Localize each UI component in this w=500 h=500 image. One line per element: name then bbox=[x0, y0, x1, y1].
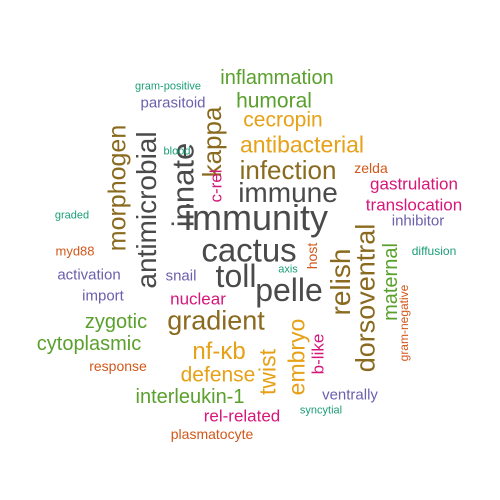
word-rel-related: rel-related bbox=[203, 406, 281, 426]
word-antibacterial: antibacterial bbox=[239, 131, 365, 158]
word-ventrally: ventrally bbox=[322, 386, 378, 404]
word-zygotic: zygotic bbox=[84, 311, 148, 333]
word-pelle: pelle bbox=[255, 272, 323, 308]
word-nuclear: nuclear bbox=[170, 289, 226, 309]
word-blood: blood bbox=[163, 145, 191, 158]
word-plasmatocyte: plasmatocyte bbox=[170, 426, 254, 442]
word-nf-kb: nf-κb bbox=[192, 338, 246, 365]
word-c-rel: c-rel bbox=[206, 169, 226, 203]
word-immune: immune bbox=[238, 177, 338, 208]
word-inflammation: inflammation bbox=[220, 67, 334, 89]
word-gram-positive: gram-positive bbox=[134, 80, 202, 93]
word-myd88: myd88 bbox=[55, 243, 95, 259]
word-toll: toll bbox=[215, 258, 257, 294]
word-host: host bbox=[304, 242, 320, 270]
word-defense: defense bbox=[180, 363, 256, 387]
word-embryo: embryo bbox=[283, 318, 310, 396]
word-morphogen: morphogen bbox=[103, 124, 132, 252]
word-response: response bbox=[89, 358, 147, 374]
word-humoral: humoral bbox=[236, 89, 312, 113]
word-cecropin: cecropin bbox=[243, 108, 323, 132]
word-diffusion: diffusion bbox=[411, 244, 457, 258]
word-interleukin-1: interleukin-1 bbox=[135, 386, 245, 408]
word-activation: activation bbox=[57, 266, 121, 284]
word-cactus: cactus bbox=[201, 231, 297, 269]
word-syncytial: syncytial bbox=[299, 404, 343, 417]
word-gastrulation: gastrulation bbox=[370, 174, 458, 194]
word-import: import bbox=[82, 287, 124, 305]
word-zelda: zelda bbox=[354, 160, 388, 176]
word-kappa: kappa bbox=[197, 106, 227, 178]
word-parasitoid: parasitoid bbox=[140, 94, 206, 112]
word-graded: graded bbox=[54, 209, 90, 222]
word-cytoplasmic: cytoplasmic bbox=[36, 333, 142, 355]
word-b-like: b-like bbox=[308, 333, 328, 375]
word-translocation: translocation bbox=[365, 195, 463, 215]
word-gram-negative: gram-negative bbox=[397, 284, 411, 362]
word-twist: twist bbox=[254, 349, 281, 395]
word-axis: axis bbox=[278, 263, 298, 276]
word-gradient: gradient bbox=[167, 305, 265, 336]
word-snail: snail bbox=[165, 267, 197, 285]
word-dorsoventral: dorsoventral bbox=[350, 223, 381, 373]
word-infection: infection bbox=[239, 155, 337, 185]
word-inhibitor: inhibitor bbox=[391, 212, 445, 230]
word-immunity: immunity bbox=[183, 197, 329, 238]
word-antimicrobial: antimicrobial bbox=[131, 131, 162, 289]
